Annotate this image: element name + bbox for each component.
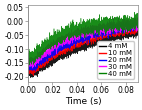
- X-axis label: Time (s): Time (s): [65, 97, 101, 106]
- Legend: 4 mM, 10 mM, 20 mM, 30 mM, 40 mM: 4 mM, 10 mM, 20 mM, 30 mM, 40 mM: [97, 41, 134, 79]
